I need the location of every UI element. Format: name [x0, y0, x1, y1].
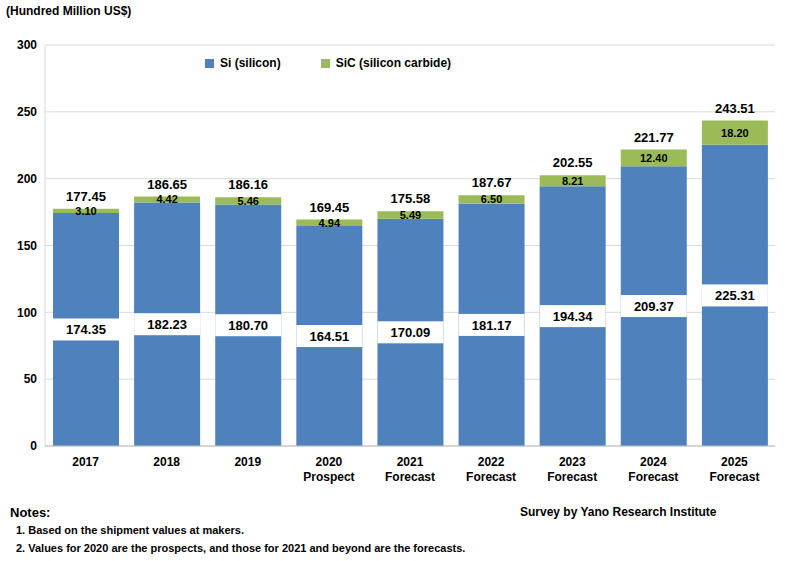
svg-text:150: 150 — [17, 239, 37, 253]
svg-text:4.94: 4.94 — [319, 217, 341, 229]
svg-text:Forecast: Forecast — [385, 470, 435, 484]
html-text:Si (silicon): Si (silicon) — [220, 56, 281, 70]
svg-text:8.21: 8.21 — [562, 175, 583, 187]
svg-text:Forecast: Forecast — [547, 470, 597, 484]
svg-text:4.42: 4.42 — [156, 193, 177, 205]
svg-text:250: 250 — [17, 105, 37, 119]
html-text:1. Based on the shipment value: 1. Based on the shipment values at maker… — [16, 524, 244, 536]
svg-text:0: 0 — [30, 439, 37, 453]
svg-text:174.35: 174.35 — [66, 322, 106, 337]
svg-text:5.49: 5.49 — [400, 209, 421, 221]
html-text:Notes:: Notes: — [10, 505, 51, 520]
html-text:Survey by Yano Research Instit: Survey by Yano Research Institute — [520, 505, 717, 519]
svg-text:12.40: 12.40 — [640, 152, 668, 164]
svg-text:170.09: 170.09 — [391, 325, 431, 340]
svg-text:2021: 2021 — [397, 455, 424, 469]
svg-text:202.55: 202.55 — [553, 155, 593, 170]
svg-text:180.70: 180.70 — [228, 318, 268, 333]
svg-text:225.31: 225.31 — [715, 288, 755, 303]
svg-text:3.10: 3.10 — [75, 205, 96, 217]
html-text:2. Values for 2020 are the pro: 2. Values for 2020 are the prospects, an… — [16, 542, 466, 554]
svg-text:2020: 2020 — [316, 455, 343, 469]
svg-text:6.50: 6.50 — [481, 193, 502, 205]
svg-text:169.45: 169.45 — [309, 200, 349, 215]
html-text:(Hundred Million US$): (Hundred Million US$) — [6, 4, 132, 18]
svg-text:2017: 2017 — [72, 455, 99, 469]
svg-text:186.16: 186.16 — [228, 177, 268, 192]
svg-text:164.51: 164.51 — [309, 329, 349, 344]
svg-text:50: 50 — [24, 372, 38, 386]
svg-text:209.37: 209.37 — [634, 299, 674, 314]
svg-text:182.23: 182.23 — [147, 317, 187, 332]
svg-text:300: 300 — [17, 38, 37, 52]
svg-text:181.17: 181.17 — [472, 318, 512, 333]
svg-text:2023: 2023 — [559, 455, 586, 469]
svg-text:243.51: 243.51 — [715, 101, 755, 116]
svg-text:177.45: 177.45 — [66, 189, 106, 204]
svg-text:186.65: 186.65 — [147, 177, 187, 192]
svg-text:187.67: 187.67 — [472, 175, 512, 190]
svg-text:2019: 2019 — [234, 455, 261, 469]
svg-text:18.20: 18.20 — [721, 127, 749, 139]
svg-text:Forecast: Forecast — [466, 470, 516, 484]
svg-text:2022: 2022 — [478, 455, 505, 469]
html-text:SiC (silicon carbide): SiC (silicon carbide) — [335, 56, 451, 70]
svg-text:2024: 2024 — [640, 455, 667, 469]
svg-text:221.77: 221.77 — [634, 130, 674, 145]
svg-text:100: 100 — [17, 306, 37, 320]
svg-text:175.58: 175.58 — [391, 191, 431, 206]
svg-text:5.46: 5.46 — [238, 195, 259, 207]
svg-text:Forecast: Forecast — [709, 470, 759, 484]
svg-text:2018: 2018 — [153, 455, 180, 469]
svg-text:2025: 2025 — [721, 455, 748, 469]
svg-text:Forecast: Forecast — [628, 470, 678, 484]
svg-text:200: 200 — [17, 172, 37, 186]
svg-text:Prospect: Prospect — [303, 470, 354, 484]
svg-text:194.34: 194.34 — [553, 309, 594, 324]
